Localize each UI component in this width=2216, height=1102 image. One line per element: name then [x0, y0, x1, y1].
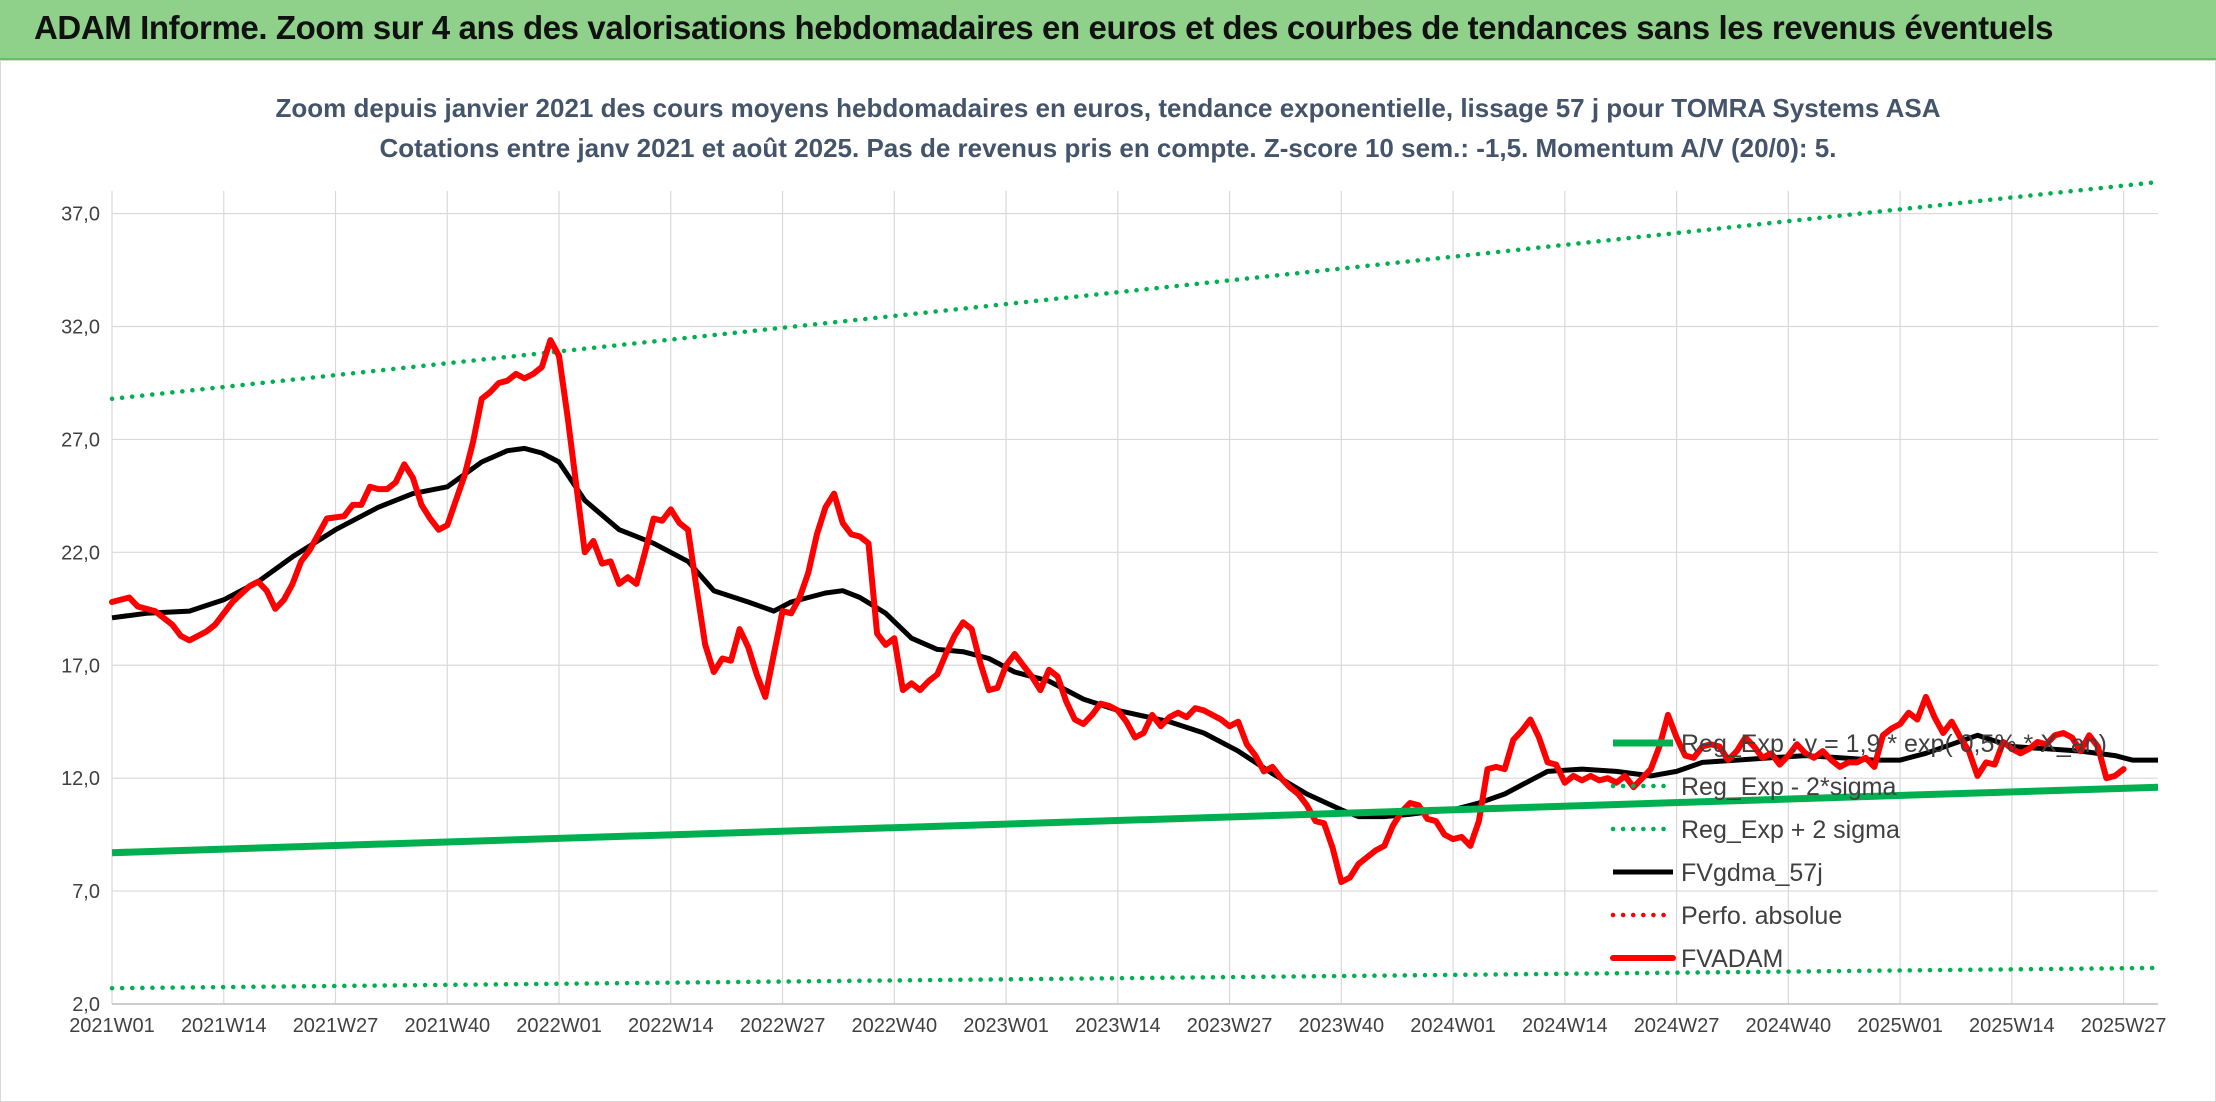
x-tick-label: 2025W01 — [1857, 1015, 1943, 1037]
x-tick-label: 2021W27 — [293, 1015, 379, 1037]
legend: Reg_Exp : y = 1,9 * exp( 0,5% * X_an) Reg… — [1610, 730, 2107, 973]
line-chart: Zoom depuis janvier 2021 des cours moyen… — [61, 93, 2166, 1037]
series-reg-exp-minus-2sigma — [109, 965, 2161, 991]
series-fvadam — [109, 337, 2127, 885]
chart-title: Zoom depuis janvier 2021 des cours moyen… — [275, 93, 1940, 123]
y-tick-label: 22,0 — [61, 542, 100, 564]
x-tick-label: 2024W01 — [1410, 1015, 1496, 1037]
chart-frame: Zoom depuis janvier 2021 des cours moyen… — [0, 60, 2216, 1102]
y-tick-label: 27,0 — [61, 429, 100, 451]
x-tick-label: 2024W40 — [1746, 1015, 1832, 1037]
gridlines — [111, 191, 2158, 1005]
series-reg-exp-trend — [111, 783, 2159, 857]
x-tick-label: 2023W01 — [963, 1015, 1049, 1037]
report-banner-title: ADAM Informe. Zoom sur 4 ans des valoris… — [34, 9, 2054, 46]
legend-label-perfo-absolue: Perfo. absolue — [1681, 902, 1842, 930]
chart-subtitle: Cotations entre janv 2021 et août 2025. … — [380, 133, 1837, 163]
x-tick-label: 2024W14 — [1522, 1015, 1608, 1037]
x-tick-label: 2025W27 — [2081, 1015, 2167, 1037]
series-fvgdma-57j — [111, 445, 2158, 820]
x-tick-label: 2024W27 — [1634, 1015, 1720, 1037]
series-lines — [109, 179, 2161, 991]
legend-label-reg-exp-trend: Reg_Exp : y = 1,9 * exp( 0,5% * X_an) — [1681, 730, 2107, 758]
x-tick-label: 2022W01 — [516, 1015, 602, 1037]
y-tick-label: 2,0 — [72, 994, 100, 1016]
x-tick-label: 2022W27 — [740, 1015, 826, 1037]
legend-label-fvadam: FVADAM — [1681, 945, 1783, 973]
x-tick-label: 2023W40 — [1299, 1015, 1385, 1037]
x-tick-label: 2021W40 — [404, 1015, 490, 1037]
legend-label-fvgdma-57j: FVgdma_57j — [1681, 859, 1823, 887]
x-tick-label: 2023W14 — [1075, 1015, 1161, 1037]
x-tick-label: 2021W01 — [69, 1015, 155, 1037]
y-tick-label: 12,0 — [61, 768, 100, 790]
series-reg-exp-plus-2sigma — [109, 179, 2161, 402]
y-tick-label: 32,0 — [61, 317, 100, 339]
x-tick-label: 2023W27 — [1187, 1015, 1273, 1037]
y-tick-label: 7,0 — [72, 881, 100, 903]
legend-label-reg-exp-plus-2sigma: Reg_Exp + 2 sigma — [1681, 816, 1900, 844]
y-tick-label: 37,0 — [61, 204, 100, 226]
x-tick-label: 2025W14 — [1969, 1015, 2055, 1037]
x-tick-label: 2022W40 — [851, 1015, 937, 1037]
axes: 2,0 7,0 12,0 17,0 22,0 27,0 32,0 37,0 2021W01 202… — [61, 204, 2166, 1037]
y-tick-label: 17,0 — [61, 655, 100, 677]
legend-label-reg-exp-minus-2sigma: Reg_Exp - 2*sigma — [1681, 773, 1896, 801]
x-tick-label: 2022W14 — [628, 1015, 714, 1037]
x-tick-label: 2021W14 — [181, 1015, 267, 1037]
report-banner: ADAM Informe. Zoom sur 4 ans des valoris… — [0, 0, 2216, 60]
